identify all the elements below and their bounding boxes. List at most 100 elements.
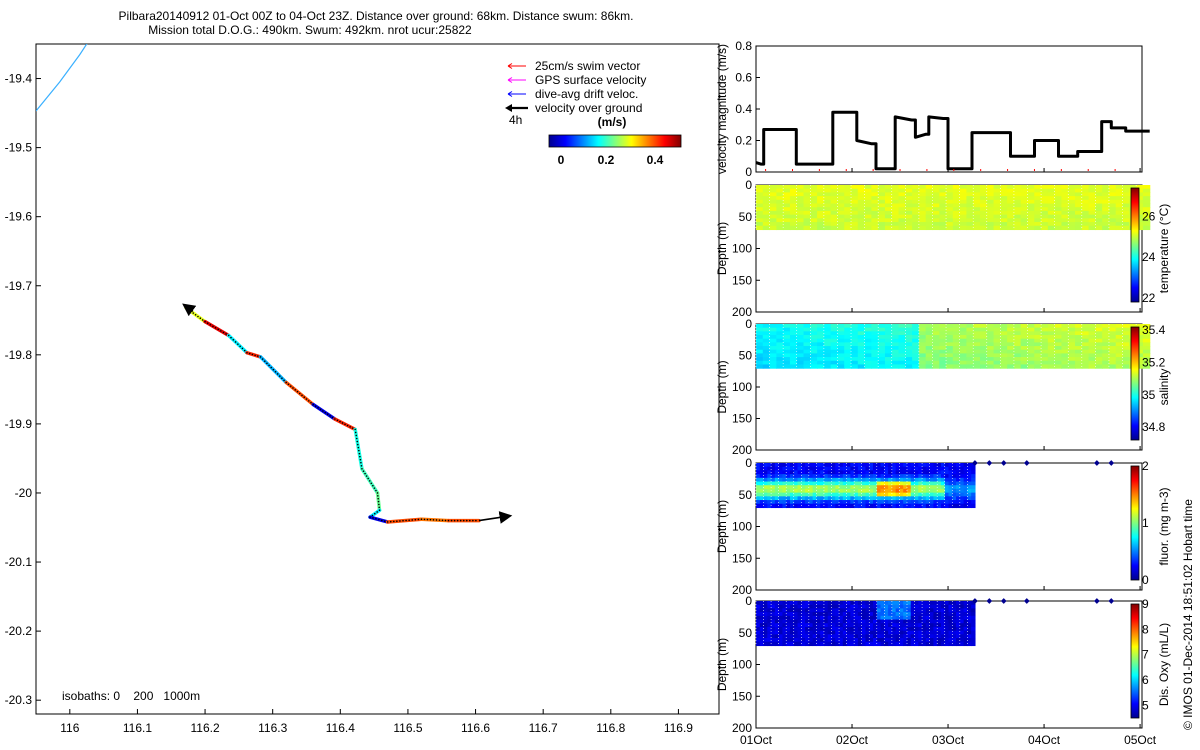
oxygen-cell [771, 619, 776, 624]
oxygen-cell [797, 641, 802, 647]
oxygen-cell [914, 638, 919, 643]
temperature-cell [1108, 192, 1117, 197]
oxygen-cell [767, 634, 772, 639]
temperature-cell [1095, 188, 1103, 194]
temperature-cell [952, 222, 961, 227]
salinity-cell [878, 353, 886, 358]
legend-scale-label: 4h [509, 113, 522, 127]
oxygen-cell [880, 634, 885, 639]
fluorescence-cell [793, 470, 799, 475]
temperature-cell [993, 218, 1001, 223]
oxygen-cell [910, 619, 916, 624]
fluorescence-cell [888, 503, 893, 509]
salinity-cell [1136, 342, 1144, 347]
fluorescence-cell [971, 474, 976, 479]
dive-point [459, 519, 462, 522]
fluorescence-cell [865, 481, 870, 486]
salinity-cell [769, 360, 777, 366]
fluorescence-cell [771, 496, 776, 501]
fluorescence-cell [846, 503, 851, 509]
salinity-cell [973, 360, 981, 366]
salinity-cell [1122, 360, 1130, 366]
oxygen-cell [782, 604, 787, 610]
temperature-cell [973, 192, 981, 197]
salinity-cell [1136, 335, 1144, 340]
oxygen-cell [959, 601, 965, 606]
temperature-cell [912, 218, 920, 223]
salinity-colorbar-tick: 34.8 [1142, 420, 1166, 434]
oxygen-cell [805, 626, 810, 632]
temperature-cell [1020, 222, 1029, 227]
temperature-cell [1081, 192, 1090, 197]
salinity-cell [1041, 342, 1049, 347]
fluorescence-cell [823, 485, 829, 490]
temperature-cell [884, 199, 893, 205]
salinity-cell [776, 346, 784, 351]
salinity-cell [1081, 346, 1090, 351]
salinity-cell [1047, 346, 1056, 351]
temperature-cell [1102, 214, 1110, 219]
temperature-cell [1142, 214, 1151, 219]
fluorescence-cell [816, 474, 821, 479]
fluorescence-cell [827, 488, 833, 494]
oxygen-cell [823, 608, 829, 613]
salinity-cell [1102, 327, 1110, 332]
oxygen-cell [839, 601, 844, 606]
salinity-cell [973, 331, 981, 336]
fluorescence-cell [884, 470, 889, 475]
dive-point [376, 492, 379, 494]
salinity-cell [1061, 353, 1069, 358]
oxygen-cell [789, 638, 795, 643]
temperature-cell [837, 196, 845, 201]
oxygen-cell [854, 615, 859, 621]
temperature-cell [1102, 188, 1110, 194]
oxygen-cell [918, 612, 923, 617]
salinity-cell [823, 346, 832, 351]
temperature-cell [1020, 207, 1029, 212]
temperature-cell [864, 192, 872, 197]
fluorescence-cell [839, 496, 844, 501]
salinity-cell [844, 342, 852, 347]
fluorescence-cell [876, 470, 882, 475]
oxygen-cell [865, 615, 870, 621]
temperature-cell [789, 218, 798, 223]
oxygen-cell [763, 623, 768, 628]
oxygen-cell [933, 601, 938, 606]
oxygen-cell [906, 630, 912, 635]
fluorescence-cell [891, 503, 897, 509]
fluorescence-cell [786, 481, 791, 486]
surface-sample-marker [1023, 598, 1030, 604]
salinity-cell [1054, 346, 1063, 351]
temperature-cell [851, 214, 859, 219]
temperature-cell [925, 222, 934, 227]
salinity-cell [1068, 327, 1076, 332]
dive-point [399, 520, 401, 522]
temperature-cell [823, 188, 832, 194]
fluorescence-cell [873, 466, 878, 472]
temperature-cell [973, 225, 981, 231]
salinity-cell [1088, 335, 1096, 340]
temperature-cell [1027, 225, 1035, 231]
salinity-colorbar [1130, 326, 1140, 441]
salinity-cell [769, 364, 777, 369]
dive-point [334, 418, 336, 420]
fluorescence-cell [835, 463, 840, 468]
temperature-cell [1007, 218, 1015, 223]
temperature-cell [918, 218, 927, 223]
temperature-cell [1142, 218, 1151, 223]
salinity-cell [925, 327, 934, 332]
temperature-cell [878, 214, 886, 219]
fluorescence-cell [827, 466, 833, 472]
salinity-cell [837, 342, 845, 347]
oxygen-cell [959, 638, 965, 643]
surface-sample-marker [1108, 460, 1115, 466]
salinity-cell [918, 324, 927, 329]
salinity-cell [1034, 335, 1042, 340]
dive-point [243, 349, 246, 352]
salinity-cell [803, 353, 811, 358]
dive-point [354, 428, 356, 431]
fluorescence-cell [820, 503, 825, 509]
fluorescence-cell [782, 503, 787, 509]
oxygen-cell [869, 615, 874, 621]
salinity-cell [884, 357, 893, 362]
